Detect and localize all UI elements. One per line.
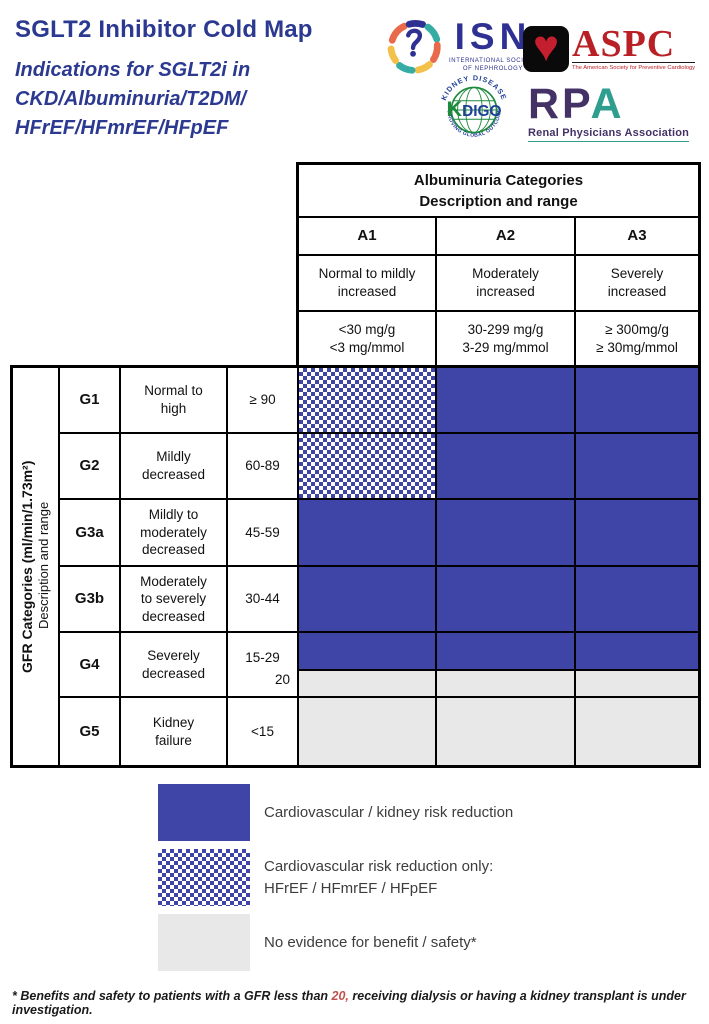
row-desc-g1: Normal to high: [121, 368, 226, 432]
col-range-a2: 30-299 mg/g 3-29 mg/mmol: [437, 312, 574, 365]
col-desc-a2: Moderately increased: [437, 256, 574, 310]
rpa-tagline: Renal Physicians Association: [528, 127, 690, 142]
isn-tagline: INTERNATIONAL SOCIETY OF NEPHROLOGY: [449, 57, 537, 73]
kdigo-digo: DIGO: [462, 103, 501, 120]
cell-g2-a2: [437, 434, 574, 498]
kdigo-globe-icon: KIDNEY DISEASE IMPROVING GLOBAL OUTCOMES…: [436, 72, 507, 139]
footnote-gfr-20-highlight: 20,: [331, 989, 349, 1003]
legend-item-cv-kidney: Cardiovascular / kidney risk reduction: [158, 784, 513, 841]
cell-g1-a2: [437, 368, 574, 432]
rpa-logo: RPA Renal Physicians Association: [528, 80, 690, 142]
aspc-heart-icon: ♥: [523, 26, 569, 72]
subtitle-line: CKD/Albuminuria/T2DM/: [15, 88, 247, 110]
row-range-g2: 60-89: [228, 434, 297, 498]
svg-text:KDIGO: KDIGO: [447, 96, 502, 121]
cell-g5-a1: [299, 698, 435, 765]
isn-wordmark: ISN: [454, 16, 532, 58]
cell-g4-upper-a3: [576, 633, 698, 669]
cell-g4-lower-a3: [576, 671, 698, 696]
subtitle-line: Indications for SGLT2i in: [15, 59, 251, 81]
cell-g3b-a3: [576, 567, 698, 631]
cell-g5-a2: [437, 698, 574, 765]
isn-circle-icon: [387, 19, 441, 74]
albuminuria-header-table: Albuminuria Categories Description and r…: [296, 162, 701, 368]
row-desc-g4: Severely decreased: [121, 633, 226, 696]
row-range-g3a: 45-59: [228, 500, 297, 565]
col-desc-a1: Normal to mildly increased: [299, 256, 435, 310]
page-title: SGLT2 Inhibitor Cold Map: [15, 16, 313, 43]
aspc-logo: ♥ ASPC The American Society for Preventi…: [523, 23, 696, 72]
footnote: * Benefits and safety to patients with a…: [12, 989, 686, 1017]
kdigo-k: K: [447, 96, 463, 121]
cell-g2-a3: [576, 434, 698, 498]
cell-g3a-a1: [299, 500, 435, 565]
title-block: SGLT2 Inhibitor Cold Map Indications for…: [15, 16, 375, 143]
aspc-wordmark: ASPC: [572, 23, 676, 66]
row-desc-g2: Mildly decreased: [121, 434, 226, 498]
cell-g3b-a1: [299, 567, 435, 631]
cell-g2-a1: [299, 434, 435, 498]
col-code-a2: A2: [437, 218, 574, 254]
gfr-axis-label: GFR Categories (ml/min/1.73m²) Descripti…: [13, 368, 58, 765]
row-range-g5: <15: [228, 698, 297, 765]
cell-g3b-a2: [437, 567, 574, 631]
page-subtitle: Indications for SGLT2i in CKD/Albuminuri…: [15, 56, 375, 143]
row-code-g3a: G3a: [60, 500, 119, 565]
cell-g4-lower-a1: [299, 671, 435, 696]
cell-g4-upper-a1: [299, 633, 435, 669]
cell-g1-a1: [299, 368, 435, 432]
row-code-g4: G4: [60, 633, 119, 696]
aspc-tagline: The American Society for Preventive Card…: [572, 62, 696, 71]
gfr-20-threshold-label: 20: [274, 672, 290, 687]
legend-swatch-gray: [158, 914, 250, 971]
cell-g4-lower-a2: [437, 671, 574, 696]
rpa-wordmark: RPA: [528, 80, 625, 128]
cell-g3a-a3: [576, 500, 698, 565]
row-desc-g3a: Mildly to moderately decreased: [121, 500, 226, 565]
isn-logo: ISN INTERNATIONAL SOCIETY OF NEPHROLOGY: [383, 16, 537, 78]
legend-item-no-evidence: No evidence for benefit / safety*: [158, 914, 513, 971]
legend-swatch-checkered: [158, 849, 250, 906]
row-code-g2: G2: [60, 434, 119, 498]
row-code-g3b: G3b: [60, 567, 119, 631]
cell-g3a-a2: [437, 500, 574, 565]
cell-g1-a3: [576, 368, 698, 432]
row-range-g4: 15-29 20: [228, 633, 297, 696]
col-range-a1: <30 mg/g <3 mg/mmol: [299, 312, 435, 365]
row-desc-g3b: Moderately to severely decreased: [121, 567, 226, 631]
row-desc-g5: Kidney failure: [121, 698, 226, 765]
col-range-a3: ≥ 300mg/g ≥ 30mg/mmol: [576, 312, 698, 365]
legend-swatch-solid-blue: [158, 784, 250, 841]
row-range-g3b: 30-44: [228, 567, 297, 631]
cell-g5-a3: [576, 698, 698, 765]
gfr-albuminuria-matrix: GFR Categories (ml/min/1.73m²) Descripti…: [10, 365, 701, 768]
row-code-g1: G1: [60, 368, 119, 432]
col-code-a1: A1: [299, 218, 435, 254]
subtitle-line: HFrEF/HFmrEF/HFpEF: [15, 117, 229, 139]
col-desc-a3: Severely increased: [576, 256, 698, 310]
legend-item-cv-only: Cardiovascular risk reduction only: HFrE…: [158, 849, 513, 906]
row-range-g1: ≥ 90: [228, 368, 297, 432]
cell-g4-upper-a2: [437, 633, 574, 669]
row-code-g5: G5: [60, 698, 119, 765]
col-code-a3: A3: [576, 218, 698, 254]
kdigo-logo: KIDNEY DISEASE IMPROVING GLOBAL OUTCOMES…: [436, 72, 512, 148]
legend: Cardiovascular / kidney risk reduction C…: [158, 784, 513, 971]
albuminuria-title-cell: Albuminuria Categories Description and r…: [299, 165, 698, 216]
